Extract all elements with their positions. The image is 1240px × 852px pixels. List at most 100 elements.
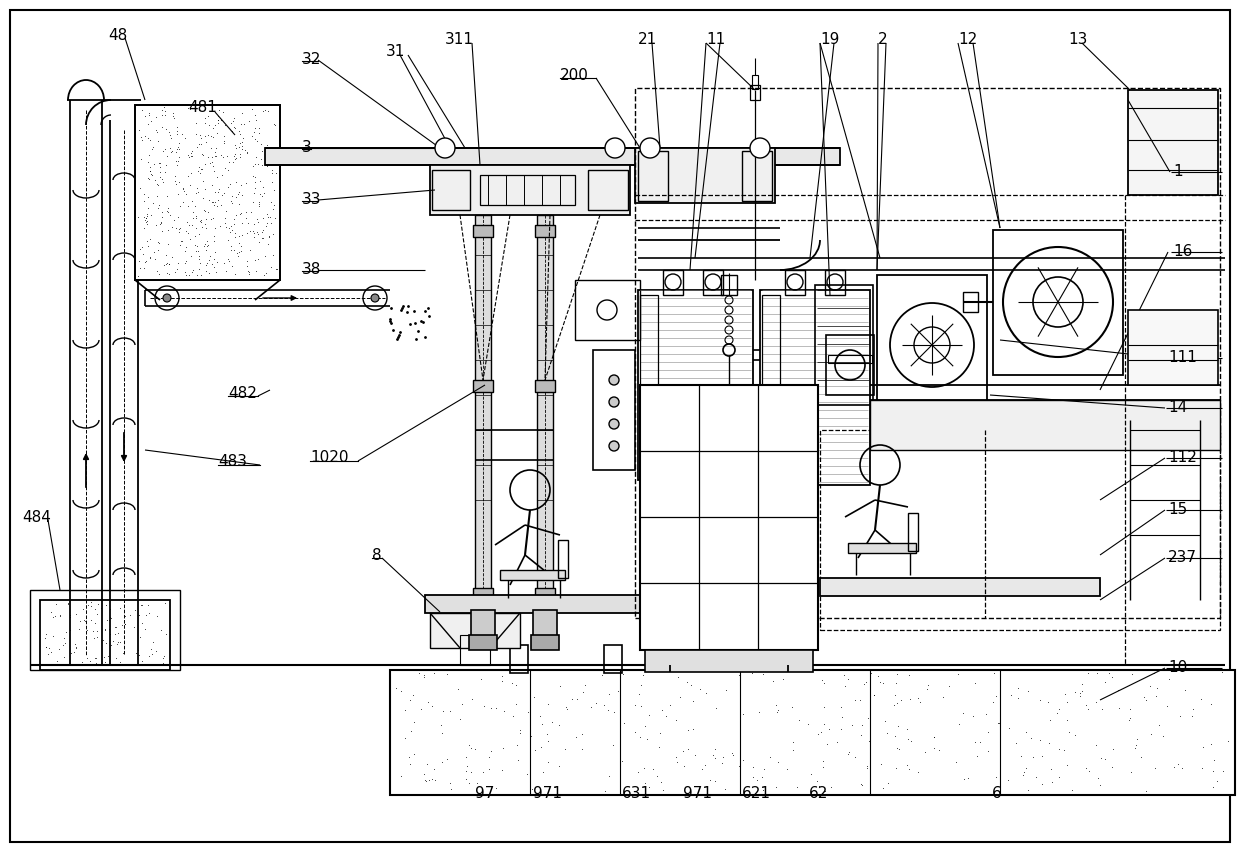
Bar [471,610,495,640]
Text: 484: 484 [22,510,51,526]
Circle shape [644,167,662,185]
Bar [703,270,723,295]
Bar [825,270,844,295]
Bar [750,85,760,100]
Bar [1128,90,1218,195]
Bar [720,275,737,295]
Bar [639,290,753,480]
Circle shape [609,419,619,429]
Bar [826,335,874,395]
Bar [534,225,556,237]
Bar [534,380,556,392]
Text: 8: 8 [372,548,382,562]
Bar [537,215,553,610]
Bar [593,350,635,470]
Text: 631: 631 [621,786,651,801]
Text: 15: 15 [1168,503,1187,517]
Bar [640,385,818,650]
Text: 13: 13 [1068,32,1087,48]
Text: 62: 62 [810,786,828,801]
Text: 33: 33 [303,193,321,208]
Bar [534,588,556,600]
Bar [604,645,622,673]
Bar [877,275,987,415]
Bar [135,105,280,280]
Text: 1: 1 [1173,164,1183,180]
Bar [472,588,494,600]
Bar [635,148,775,203]
Bar [820,430,1220,630]
Text: 97: 97 [475,786,495,801]
Circle shape [748,167,766,185]
Bar [430,165,630,215]
Circle shape [640,138,660,158]
Bar [993,230,1123,375]
Bar [635,88,1220,618]
Text: 12: 12 [959,32,977,48]
Bar [908,513,918,551]
Text: 621: 621 [742,786,770,801]
Bar [820,578,1100,596]
Text: 16: 16 [1173,245,1193,260]
Circle shape [600,182,616,198]
Circle shape [434,182,450,198]
Bar [432,170,470,210]
Bar [472,225,494,237]
Bar [135,105,280,280]
Text: 21: 21 [639,32,657,48]
Text: 10: 10 [1168,660,1187,676]
Bar [531,635,559,650]
Bar [425,595,645,613]
Bar [848,543,916,553]
Bar [785,270,805,295]
Circle shape [609,375,619,385]
Text: 311: 311 [445,32,474,48]
Text: 1020: 1020 [310,451,348,465]
Text: 3: 3 [303,141,311,156]
Circle shape [162,294,171,302]
Text: 483: 483 [218,454,247,469]
Bar [751,75,758,89]
Circle shape [605,138,625,158]
Bar [663,270,683,295]
Bar [265,148,839,165]
Text: 971: 971 [683,786,713,801]
Bar [963,292,978,312]
Bar [460,635,490,665]
Text: 482: 482 [228,385,257,400]
Bar [500,570,565,580]
Bar [645,650,813,672]
Circle shape [371,294,379,302]
Bar [469,635,497,650]
Bar [472,380,494,392]
Bar [480,175,575,205]
Text: 200: 200 [560,67,589,83]
Text: 48: 48 [108,27,128,43]
Bar [1128,310,1218,385]
Text: 111: 111 [1168,350,1197,366]
Text: 19: 19 [820,32,839,48]
Bar [510,645,528,673]
Text: 6: 6 [992,786,1002,801]
Bar [475,215,491,610]
Circle shape [609,397,619,407]
Bar [588,170,627,210]
Circle shape [750,138,770,158]
Text: 38: 38 [303,262,321,278]
Text: 14: 14 [1168,400,1187,416]
Text: 31: 31 [386,44,405,60]
Bar [828,355,872,363]
Text: 237: 237 [1168,550,1197,566]
Bar [30,590,180,670]
Bar [815,285,873,405]
Bar [639,151,668,201]
Text: 11: 11 [706,32,725,48]
Bar [558,540,568,578]
Bar [40,600,170,670]
Bar [763,295,780,480]
Bar [575,280,640,340]
Bar [760,290,870,485]
Bar [391,670,1235,795]
Circle shape [435,138,455,158]
Circle shape [609,441,619,451]
